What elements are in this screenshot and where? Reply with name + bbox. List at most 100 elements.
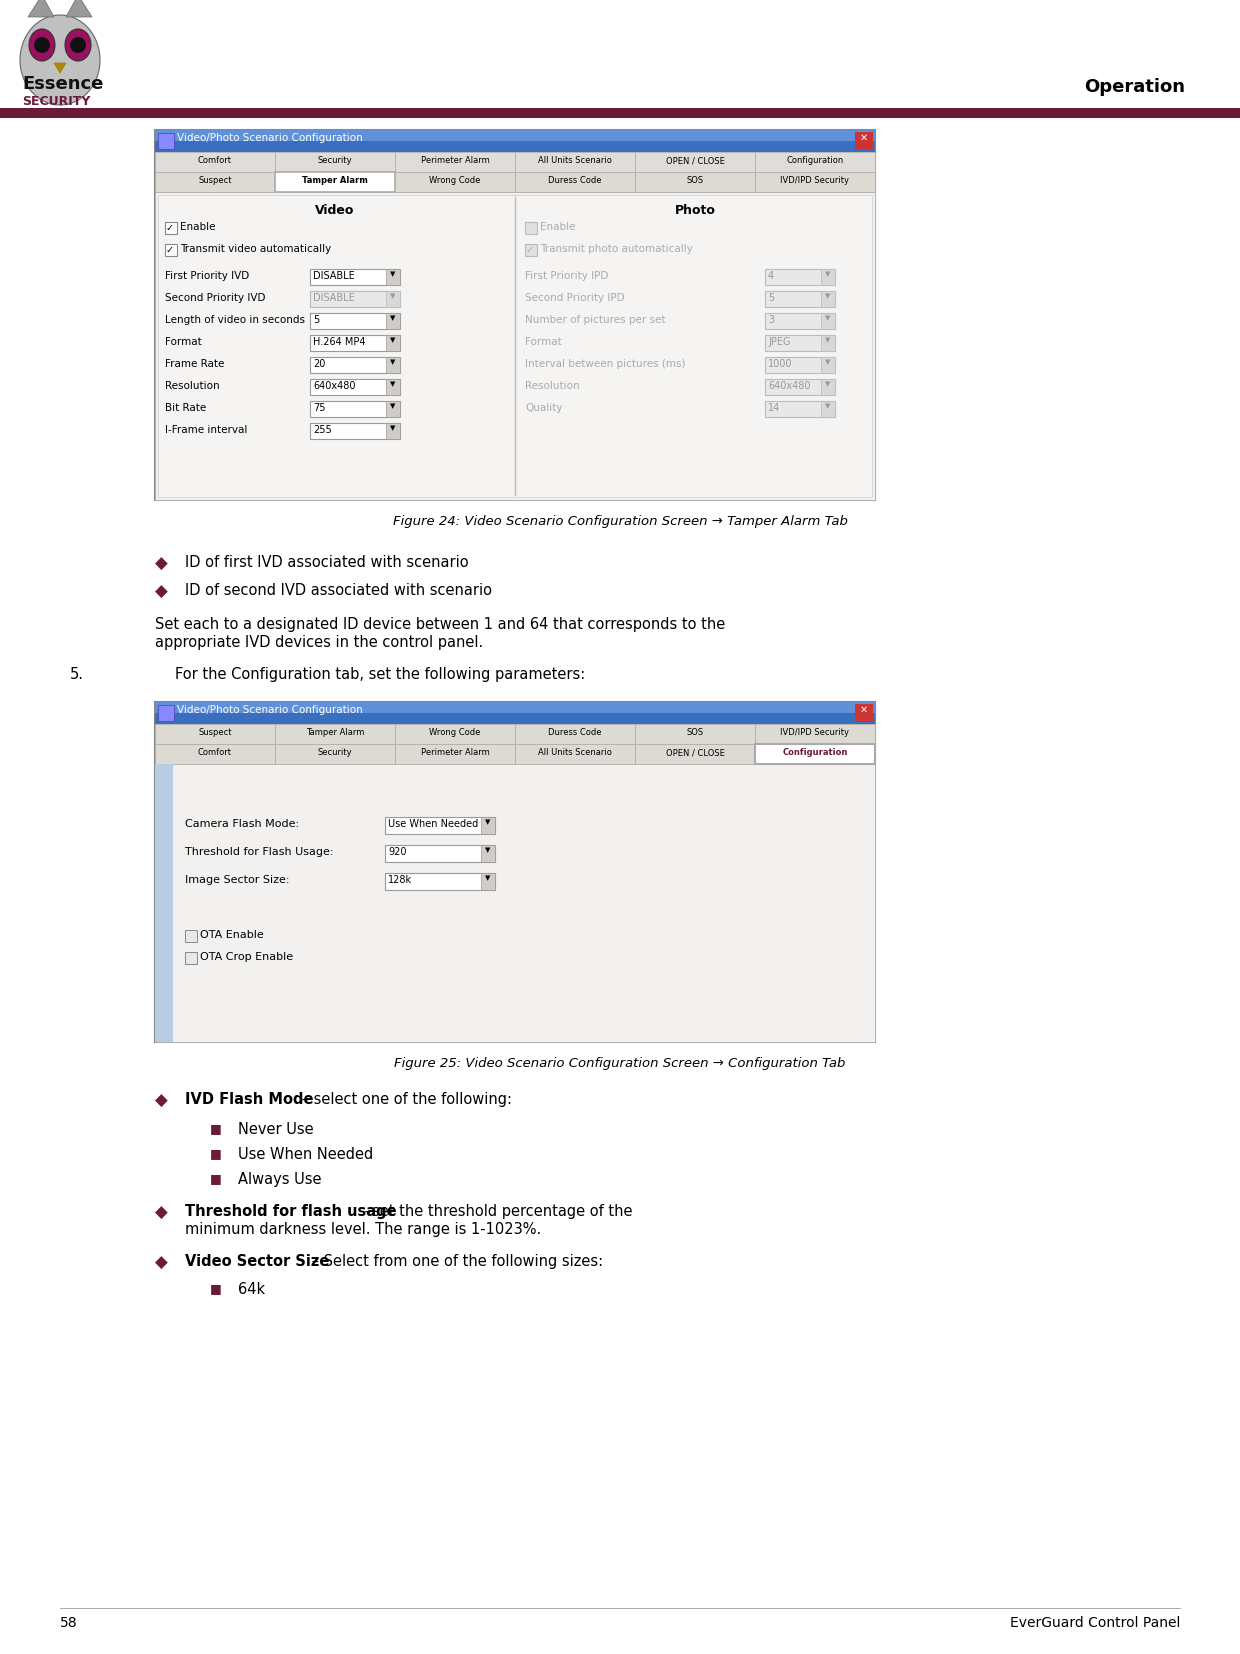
Text: ▼: ▼ — [391, 293, 396, 299]
Text: Number of pictures per set: Number of pictures per set — [525, 314, 666, 324]
Text: 4: 4 — [768, 271, 774, 281]
Text: OTA Enable: OTA Enable — [200, 930, 264, 939]
Bar — [157, 132, 174, 149]
Text: ▼: ▼ — [485, 875, 491, 882]
Text: ▼: ▼ — [826, 293, 831, 299]
Text: ▼: ▼ — [391, 271, 396, 276]
Text: 640x480: 640x480 — [768, 380, 811, 390]
Text: ■: ■ — [210, 1173, 222, 1184]
Text: ▼: ▼ — [485, 847, 491, 853]
Text: Always Use: Always Use — [238, 1173, 321, 1188]
Text: Image Sector Size:: Image Sector Size: — [185, 875, 289, 885]
Bar — [396, 172, 515, 192]
Bar — [386, 379, 401, 395]
Bar — [275, 152, 396, 172]
Bar — [0, 108, 1240, 117]
Bar — [310, 291, 401, 308]
Bar — [155, 152, 275, 172]
Text: Essence: Essence — [22, 74, 103, 93]
Bar — [155, 131, 875, 152]
Bar — [396, 152, 515, 172]
Bar — [275, 744, 396, 764]
Bar — [821, 313, 835, 329]
Text: 20: 20 — [312, 359, 325, 369]
Text: ■: ■ — [210, 1121, 222, 1135]
Text: Video/Photo Scenario Configuration: Video/Photo Scenario Configuration — [177, 705, 363, 715]
Text: Security: Security — [317, 155, 352, 165]
Bar — [386, 400, 401, 417]
Text: IVD/IPD Security: IVD/IPD Security — [780, 175, 849, 185]
Text: Use When Needed: Use When Needed — [238, 1146, 373, 1163]
Text: I-Frame interval: I-Frame interval — [165, 425, 247, 435]
Text: JPEG: JPEG — [768, 337, 791, 347]
Bar — [384, 873, 495, 890]
Ellipse shape — [20, 15, 100, 104]
Bar — [765, 270, 835, 284]
Text: ■: ■ — [210, 1282, 222, 1295]
Text: ◆: ◆ — [155, 556, 167, 572]
Bar — [386, 336, 401, 351]
Text: ▼: ▼ — [391, 404, 396, 409]
Text: Quality: Quality — [525, 404, 563, 414]
Text: ▼: ▼ — [826, 404, 831, 409]
Bar — [765, 336, 835, 351]
Text: Photo: Photo — [675, 203, 715, 217]
Text: All Units Scenario: All Units Scenario — [538, 748, 611, 758]
Text: ▼: ▼ — [826, 337, 831, 342]
Text: 5: 5 — [768, 293, 774, 303]
Text: All Units Scenario: All Units Scenario — [538, 155, 611, 165]
Text: SOS: SOS — [687, 175, 703, 185]
Text: First Priority IPD: First Priority IPD — [525, 271, 609, 281]
Text: 14: 14 — [768, 404, 780, 414]
Text: Camera Flash Mode:: Camera Flash Mode: — [185, 819, 299, 829]
Bar — [310, 379, 401, 395]
Bar — [525, 245, 537, 256]
Text: ◆: ◆ — [155, 1092, 167, 1110]
Bar — [635, 724, 755, 744]
Text: minimum darkness level. The range is 1-1023%.: minimum darkness level. The range is 1-1… — [185, 1222, 541, 1237]
Bar — [635, 172, 755, 192]
Text: ✓: ✓ — [526, 245, 534, 255]
Bar — [310, 336, 401, 351]
Bar — [821, 400, 835, 417]
Text: SOS: SOS — [687, 728, 703, 738]
Text: appropriate IVD devices in the control panel.: appropriate IVD devices in the control p… — [155, 635, 484, 650]
Text: ID of first IVD associated with scenario: ID of first IVD associated with scenario — [185, 556, 469, 571]
Text: Duress Code: Duress Code — [548, 175, 601, 185]
Text: OPEN / CLOSE: OPEN / CLOSE — [666, 748, 724, 758]
Bar — [155, 192, 875, 500]
Text: DISABLE: DISABLE — [312, 293, 355, 303]
Bar — [386, 313, 401, 329]
Bar — [765, 313, 835, 329]
Text: Enable: Enable — [539, 222, 575, 232]
Text: SECURITY: SECURITY — [22, 94, 91, 108]
Text: 1000: 1000 — [768, 359, 792, 369]
Bar — [155, 724, 275, 744]
Text: ▼: ▼ — [391, 380, 396, 387]
Bar — [386, 291, 401, 308]
Bar — [821, 336, 835, 351]
Text: Wrong Code: Wrong Code — [429, 728, 481, 738]
Text: Interval between pictures (ms): Interval between pictures (ms) — [525, 359, 686, 369]
Text: Video Sector Size: Video Sector Size — [185, 1254, 330, 1269]
Bar — [155, 764, 875, 1042]
Bar — [155, 131, 875, 141]
Text: ■: ■ — [210, 1146, 222, 1159]
Bar — [185, 953, 197, 964]
Bar — [515, 172, 635, 192]
Circle shape — [69, 36, 86, 53]
Bar — [821, 379, 835, 395]
Text: Operation: Operation — [1084, 78, 1185, 96]
Bar — [765, 291, 835, 308]
Text: First Priority IVD: First Priority IVD — [165, 271, 249, 281]
Text: DISABLE: DISABLE — [312, 271, 355, 281]
Bar — [157, 705, 174, 721]
Text: Comfort: Comfort — [198, 155, 232, 165]
Text: H.264 MP4: H.264 MP4 — [312, 337, 366, 347]
Text: ◆: ◆ — [155, 1204, 167, 1222]
Bar — [635, 744, 755, 764]
Ellipse shape — [29, 30, 55, 61]
Bar — [310, 400, 401, 417]
Text: Never Use: Never Use — [238, 1121, 314, 1136]
Bar — [755, 152, 875, 172]
